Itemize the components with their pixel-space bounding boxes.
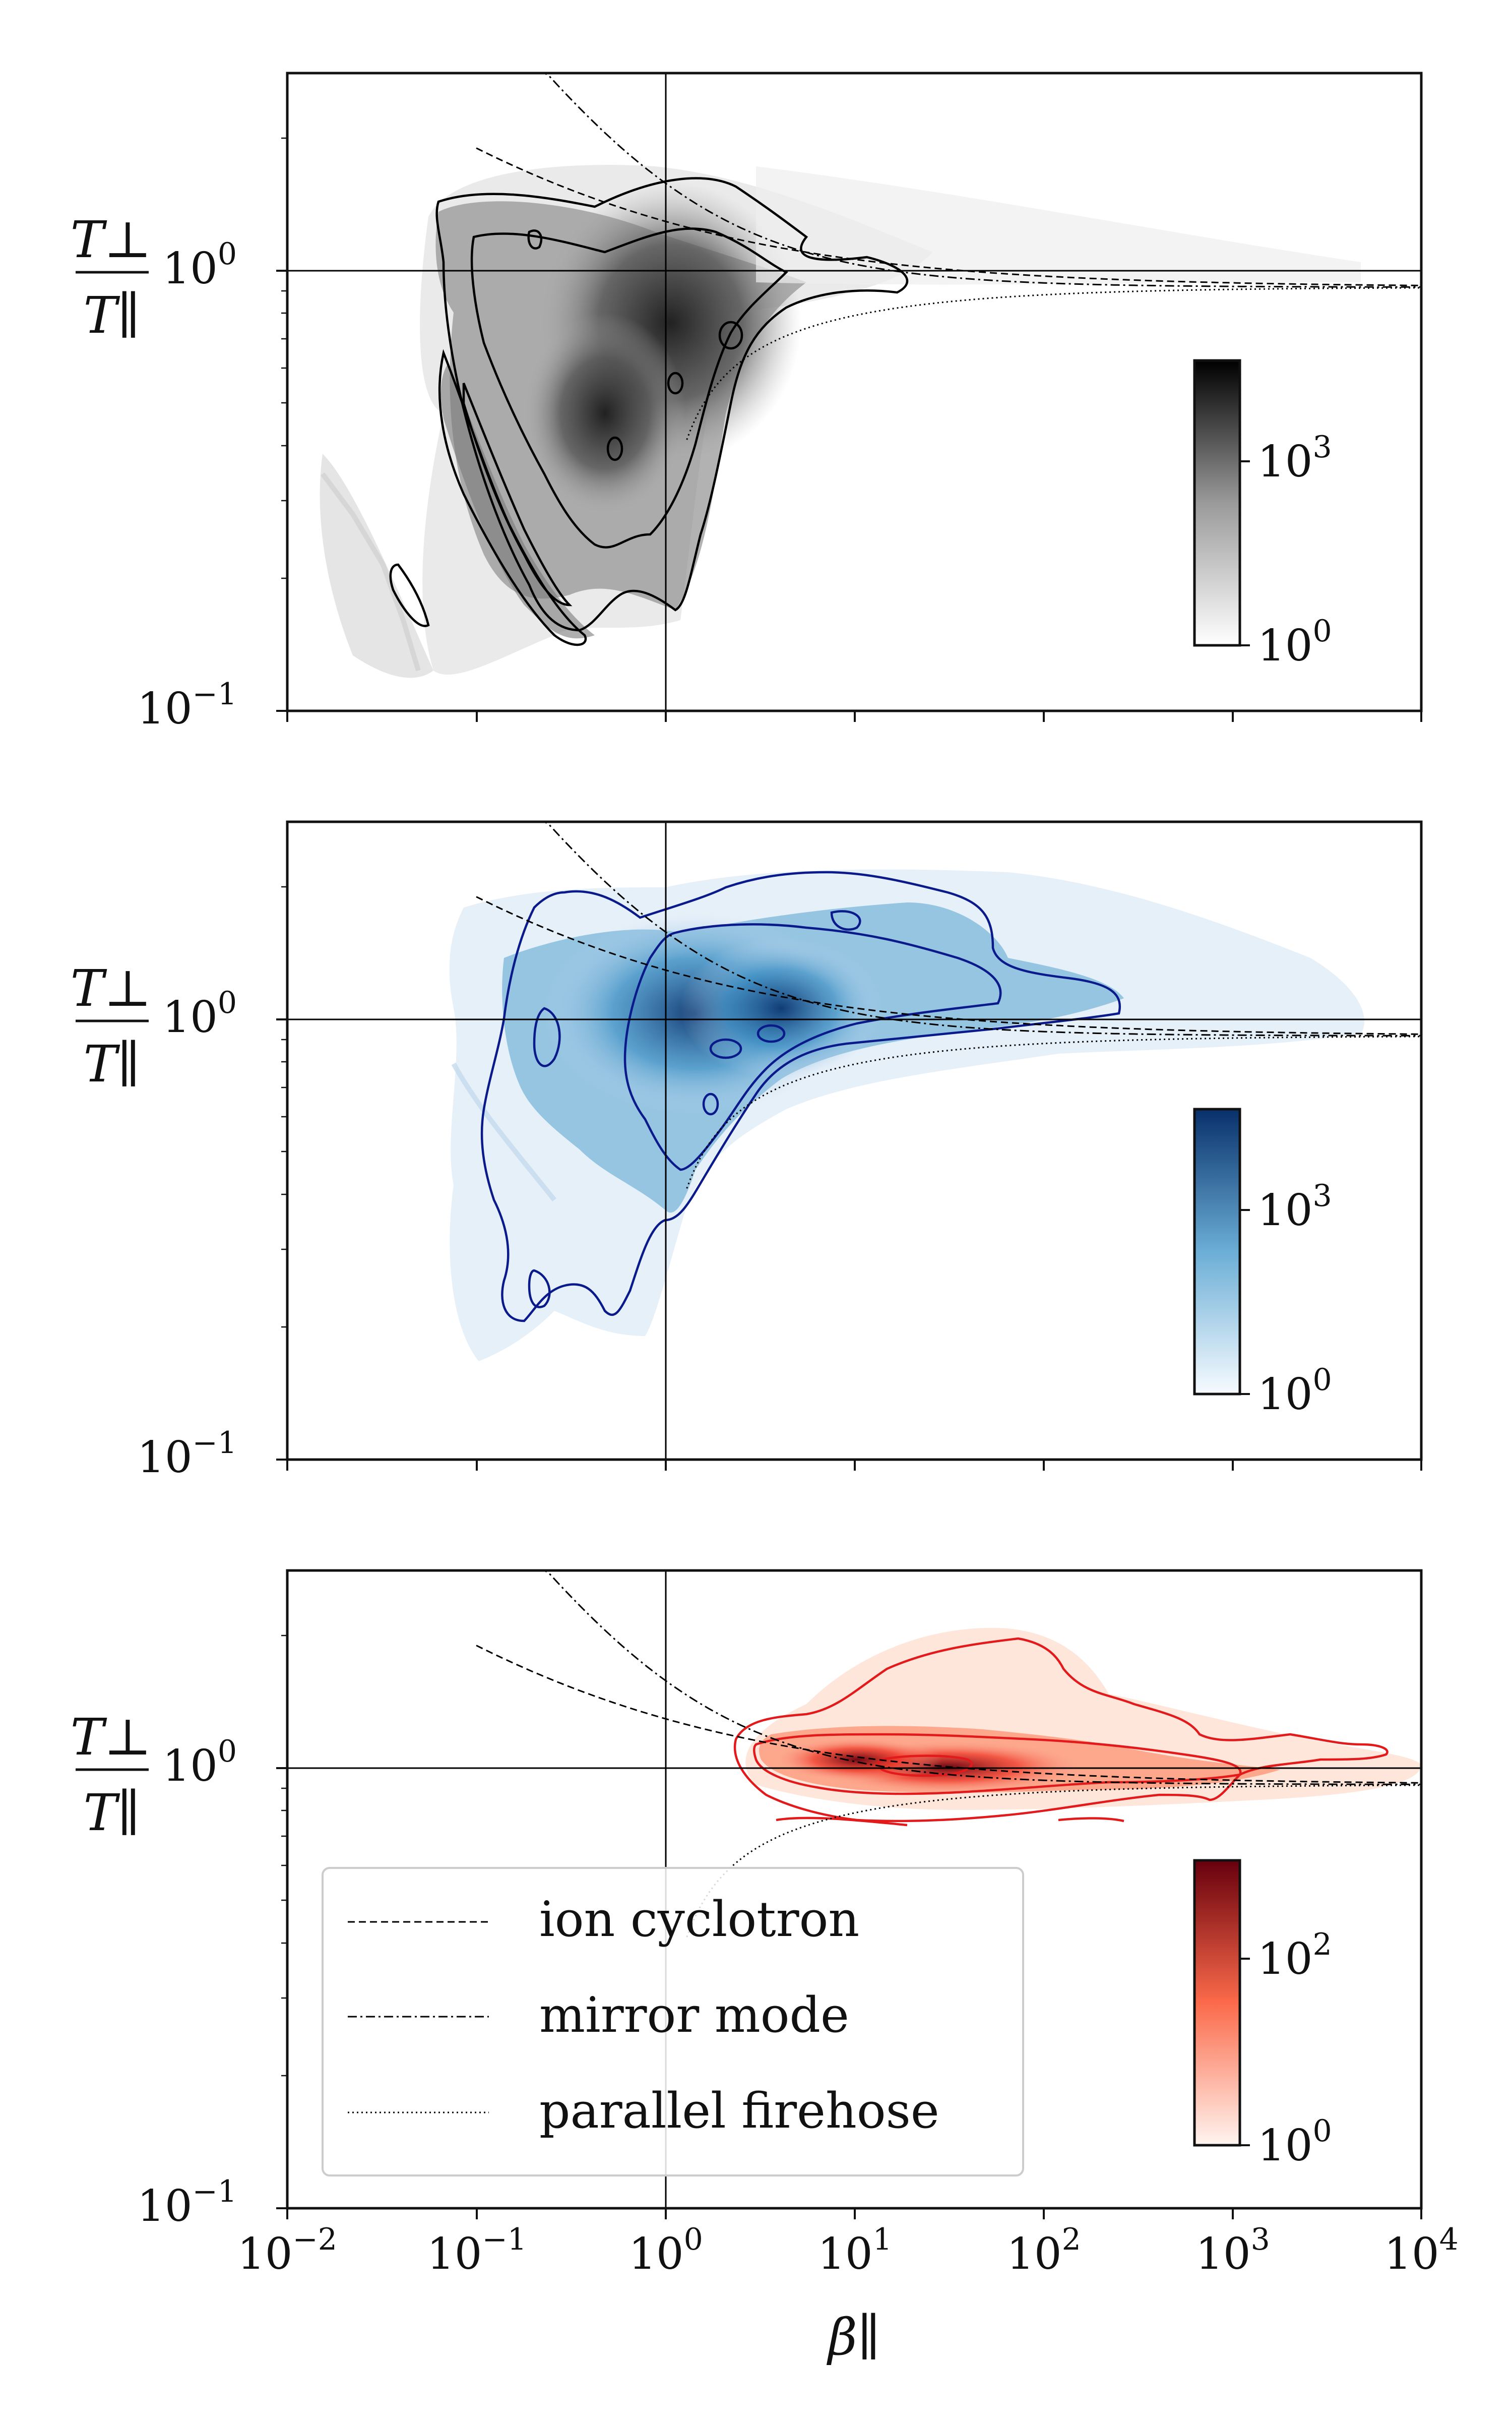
- curve-ion-cyclotron: [476, 1645, 1422, 1784]
- contour-blob-1-gray: [667, 372, 684, 395]
- legend-label: ion cyclotron: [539, 1891, 859, 1948]
- contour-blob-2-gray: [606, 436, 623, 461]
- y-tick-label: 10−1: [137, 1425, 237, 1483]
- contour-blob-3-blue: [702, 1093, 719, 1116]
- contour-inner-red: [877, 1754, 973, 1777]
- y-tick-labels-bottom: 100 10−1: [137, 1734, 237, 2231]
- x-tick-label: 101: [817, 2222, 892, 2279]
- colorbar-tick-label: 103: [1257, 430, 1332, 487]
- instability-curves-bottom: [476, 1569, 1422, 1938]
- scatter-tail-gray: [321, 472, 421, 672]
- x-tick-label: 103: [1195, 2222, 1270, 2279]
- contour-mid-red: [753, 1733, 1242, 1795]
- curve-ion-cyclotron: [476, 147, 1422, 286]
- curve-mirror-mode: [520, 821, 1421, 1037]
- y-label-denominator: T∥: [84, 286, 141, 345]
- contour-blob-2-blue: [757, 1024, 786, 1043]
- y-label-numerator: T⊥: [71, 1708, 152, 1767]
- y-axis-label-bottom: T⊥ T∥: [71, 1708, 152, 1842]
- y-label-denominator: T∥: [84, 1783, 141, 1842]
- colorbar-tick-label: 102: [1257, 1927, 1332, 1984]
- legend-box: [322, 1867, 1024, 2176]
- x-ticks-top: [286, 711, 1422, 722]
- y-label-denominator: T∥: [84, 1035, 141, 1094]
- contour-blob-1-blue: [709, 1038, 742, 1059]
- contour-left-blue: [533, 1007, 561, 1067]
- panel-bottom: 100 10−1 10−2 10−1 100 101 102 103 104 β…: [71, 1569, 1459, 2367]
- legend: ion cyclotron mirror mode parallel fireh…: [322, 1867, 1024, 2176]
- instability-curves-middle: [476, 821, 1422, 1189]
- x-tick-label: 104: [1384, 2222, 1459, 2279]
- contour-lower-left-red: [776, 1817, 1124, 1827]
- contour-outer-blue: [480, 871, 1121, 1322]
- x-tick-label: 102: [1006, 2222, 1081, 2279]
- contour-tail-gray: [389, 563, 430, 627]
- contours-gray: [389, 177, 909, 646]
- colorbar-top: 103 100: [1193, 359, 1332, 671]
- y-label-numerator: T⊥: [71, 959, 152, 1018]
- curve-ion-cyclotron: [476, 896, 1422, 1035]
- contour-wing-inner-gray: [462, 383, 573, 607]
- panel-top: 100 10−1 T⊥ T∥ 103 100: [71, 72, 1423, 734]
- faint-tail-right-gray: [756, 166, 1361, 285]
- y-ticks-middle: [276, 886, 287, 1461]
- y-axis-label-top: T⊥ T∥: [71, 210, 152, 345]
- curve-mirror-mode: [520, 1569, 1421, 1785]
- y-tick-label: 100: [162, 1734, 237, 1791]
- panel-middle: 100 10−1 T⊥ T∥ 103 100: [71, 820, 1423, 1483]
- curve-mirror-mode: [520, 72, 1421, 288]
- y-tick-labels-top: 100 10−1: [137, 236, 237, 734]
- curve-parallel-firehose: [686, 287, 1421, 440]
- contours-blue: [480, 871, 1121, 1322]
- y-axis-label-middle: T⊥ T∥: [71, 959, 152, 1094]
- y-tick-labels-middle: 100 10−1: [137, 985, 237, 1483]
- x-tick-labels: 10−2 10−1 100 101 102 103 104: [237, 2222, 1459, 2279]
- x-tick-label: 10−2: [237, 2222, 337, 2279]
- density-region-wing-mid: [440, 363, 595, 639]
- legend-label: parallel firehose: [539, 2083, 939, 2139]
- density-core-gray: [524, 313, 685, 514]
- colorbar-tick-label: 100: [1257, 1362, 1332, 1420]
- contour-small-gray: [527, 229, 543, 250]
- curve-parallel-firehose: [686, 1036, 1421, 1189]
- contour-outer-red: [733, 1637, 1389, 1823]
- y-tick-label: 10−1: [137, 677, 237, 734]
- colorbar-tick-label: 103: [1257, 1178, 1332, 1236]
- y-tick-label: 100: [162, 985, 237, 1043]
- contour-mid-gray: [470, 227, 788, 549]
- colorbar-tick-label: 100: [1257, 2113, 1332, 2171]
- instability-curves-top: [476, 72, 1422, 440]
- x-tick-label: 10−1: [427, 2222, 527, 2279]
- colorbar-gradient: [1193, 359, 1241, 647]
- colorbar-gradient: [1193, 1859, 1241, 2147]
- contour-outer-gray: [435, 177, 909, 632]
- x-tick-label: 100: [628, 2222, 703, 2279]
- x-axis-label: β∥: [826, 2308, 880, 2367]
- contour-bottom-blue: [528, 1269, 551, 1308]
- y-label-numerator: T⊥: [71, 210, 152, 269]
- contour-upper-small-blue: [830, 910, 861, 931]
- colorbar-tick-label: 100: [1257, 614, 1332, 671]
- legend-label: mirror mode: [539, 1987, 849, 2043]
- colorbar-middle: 103 100: [1193, 1108, 1332, 1420]
- curve-parallel-firehose: [686, 1784, 1421, 1938]
- x-ticks-middle: [286, 1460, 1422, 1471]
- colorbar-bottom: 102 100: [1193, 1859, 1332, 2171]
- colorbar-gradient: [1193, 1108, 1241, 1396]
- y-ticks-top: [276, 137, 287, 712]
- contours-red: [733, 1637, 1389, 1827]
- y-ticks-bottom: [276, 1635, 287, 2209]
- contour-mid-blue: [623, 923, 1002, 1171]
- density-core-red: [771, 1737, 942, 1782]
- density-heatmap-blue: [449, 869, 1364, 1361]
- y-tick-label: 10−1: [137, 2174, 237, 2231]
- y-tick-label: 100: [162, 236, 237, 294]
- density-region-wing: [320, 454, 433, 678]
- contour-peak-gray: [718, 321, 743, 350]
- faint-tail-left-blue: [451, 1062, 556, 1202]
- density-core-blue: [680, 938, 882, 1079]
- x-ticks-bottom: [286, 2208, 1422, 2219]
